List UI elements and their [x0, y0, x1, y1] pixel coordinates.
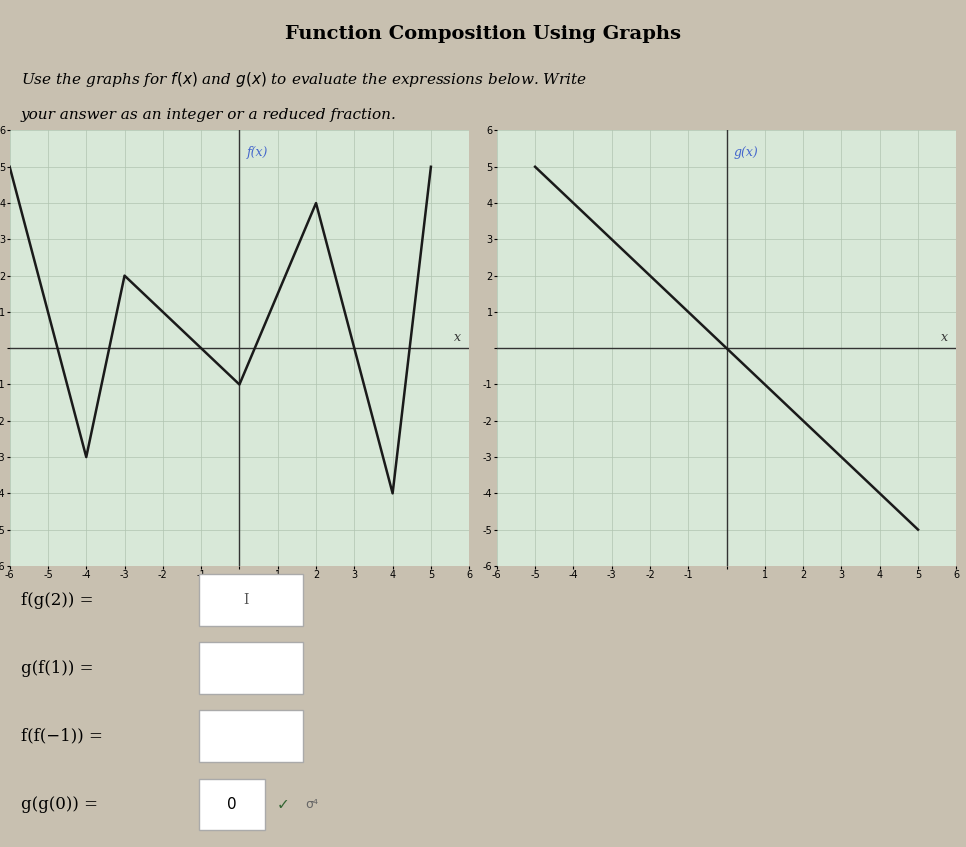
- Text: I: I: [243, 593, 248, 607]
- Text: Function Composition Using Graphs: Function Composition Using Graphs: [285, 25, 681, 43]
- FancyBboxPatch shape: [199, 574, 303, 626]
- FancyBboxPatch shape: [199, 778, 266, 830]
- FancyBboxPatch shape: [199, 642, 303, 694]
- Text: f(f(−1)) =: f(f(−1)) =: [21, 728, 103, 745]
- Text: ✓: ✓: [276, 797, 290, 812]
- Text: x: x: [454, 331, 461, 344]
- Text: g(g(0)) =: g(g(0)) =: [21, 796, 98, 813]
- Text: σ⁴: σ⁴: [305, 798, 318, 811]
- Text: your answer as an integer or a reduced fraction.: your answer as an integer or a reduced f…: [21, 108, 397, 122]
- Text: g(f(1)) =: g(f(1)) =: [21, 660, 94, 677]
- Text: 0: 0: [227, 797, 237, 812]
- FancyBboxPatch shape: [199, 711, 303, 762]
- Text: f(g(2)) =: f(g(2)) =: [21, 591, 94, 608]
- Text: f(x): f(x): [246, 146, 268, 159]
- Text: Use the graphs for $f(x)$ and $g(x)$ to evaluate the expressions below. Write: Use the graphs for $f(x)$ and $g(x)$ to …: [21, 70, 587, 89]
- Text: g(x): g(x): [733, 146, 758, 159]
- Text: x: x: [941, 331, 948, 344]
